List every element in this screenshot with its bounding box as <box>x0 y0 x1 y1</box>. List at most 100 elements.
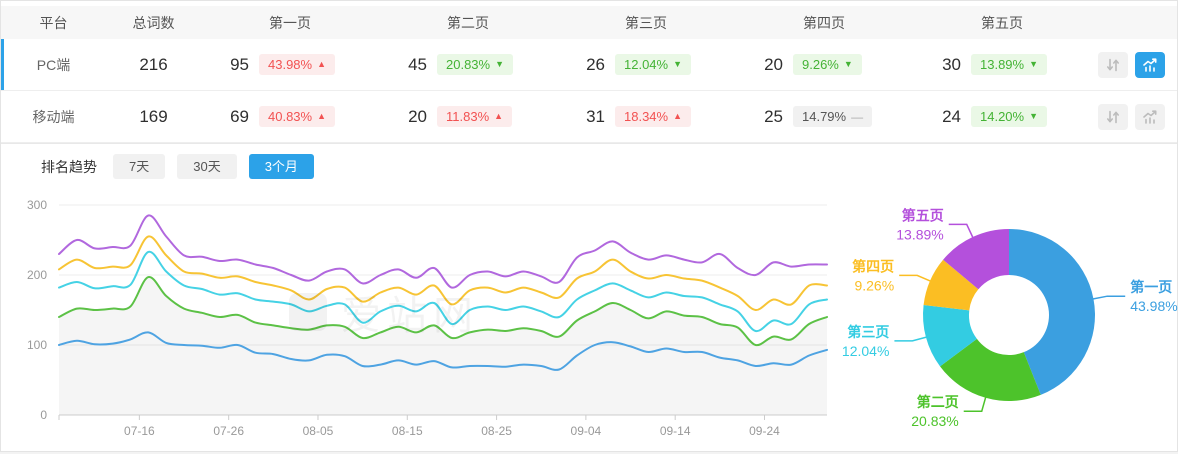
column-header-page2: 第二页 <box>447 14 489 31</box>
tab-3months[interactable]: 3个月 <box>248 154 314 179</box>
line-series-page5 <box>58 214 828 289</box>
x-axis-tick-label: 07-26 <box>213 424 244 438</box>
page3-change-badge: 12.04% ▼ <box>615 54 692 75</box>
donut-slice-page3 <box>923 305 977 367</box>
y-axis-tick-label: 0 <box>40 408 47 422</box>
donut-label-line <box>948 223 975 240</box>
donut-chart-svg: 第一页 43.98% 第二页 20.83% 第三页 12.04% 第四页 9.26% 第五页 13… <box>842 207 1178 429</box>
x-axis-tick-label: 09-24 <box>749 424 780 438</box>
page4-count: 25 <box>764 106 783 126</box>
page1-cell: 69 40.83% ▲ <box>201 106 379 127</box>
sort-button[interactable] <box>1098 103 1128 130</box>
donut-slice-page1 <box>1009 229 1095 395</box>
page-distribution-donut-chart: 第一页 43.98% 第二页 20.83% 第三页 12.04% 第四页 9.26% 第五页 13… <box>839 191 1178 454</box>
page2-cell: 20 11.83% ▲ <box>379 106 557 127</box>
tab-30days[interactable]: 30天 <box>177 154 237 179</box>
page4-count: 20 <box>764 54 783 74</box>
page5-count: 30 <box>942 54 961 74</box>
donut-label-percent: 13.89% <box>896 226 943 242</box>
donut-label-percent: 12.04% <box>842 343 889 359</box>
line-chart-icon <box>1143 57 1157 72</box>
page3-count: 31 <box>586 106 605 126</box>
row-actions <box>1091 51 1177 78</box>
line-series-page3 <box>58 250 828 333</box>
page1-change-badge: 40.83% ▲ <box>259 106 336 127</box>
platform-name: 移动端 <box>32 108 75 125</box>
page2-change-badge: 11.83% ▲ <box>437 106 513 127</box>
donut-label-line <box>963 395 987 412</box>
page2-count: 20 <box>408 106 427 126</box>
page5-change-badge: 14.20% ▼ <box>971 106 1048 127</box>
line-series-page4 <box>58 235 828 311</box>
total-words-value: 169 <box>139 106 168 126</box>
platform-name: PC端 <box>36 56 71 73</box>
page1-cell: 95 43.98% ▲ <box>201 54 379 75</box>
donut-label-name: 第一页 <box>1130 279 1172 295</box>
trend-chart-button[interactable] <box>1135 51 1165 78</box>
column-header-page3: 第三页 <box>625 14 667 31</box>
page2-count: 45 <box>408 54 427 74</box>
donut-label-line <box>1091 295 1126 300</box>
y-axis-tick-label: 200 <box>27 268 47 282</box>
donut-slice-page2 <box>940 338 1041 401</box>
area-fill <box>59 276 827 415</box>
donut-label-name: 第二页 <box>917 394 959 410</box>
donut-slice-page5 <box>943 229 1009 290</box>
trend-chart-button[interactable] <box>1135 103 1165 130</box>
page4-cell: 20 9.26% ▼ <box>735 54 913 75</box>
sort-arrows-icon <box>1106 110 1119 123</box>
line-series-page1 <box>58 331 828 371</box>
page3-change-badge: 18.34% ▲ <box>615 106 692 127</box>
donut-label-line <box>899 274 933 283</box>
line-series-page2 <box>58 276 828 347</box>
table-row-mobile[interactable]: 移动端 169 69 40.83% ▲ 20 11.83% ▲ 31 18.34% ▲… <box>1 91 1177 143</box>
table-row-pc[interactable]: PC端 216 95 43.98% ▲ 45 20.83% ▼ 26 12.04% ▼… <box>1 39 1177 91</box>
page2-cell: 45 20.83% ▼ <box>379 54 557 75</box>
donut-label-name: 第五页 <box>902 207 944 223</box>
page2-change-badge: 20.83% ▼ <box>437 54 514 75</box>
y-axis-tick-label: 100 <box>27 338 47 352</box>
column-header-total-words: 总词数 <box>132 14 175 31</box>
charts-area: 爱站网 0 100 200 300 07-16 07-26 08-05 08-15 08-25 0… <box>1 191 1178 454</box>
page3-count: 26 <box>586 54 605 74</box>
column-header-page4: 第四页 <box>803 14 845 31</box>
rank-trend-title: 排名趋势 <box>41 158 97 175</box>
page4-cell: 25 14.79% — <box>735 106 913 127</box>
page3-cell: 31 18.34% ▲ <box>557 106 735 127</box>
donut-label-percent: 43.98% <box>1130 298 1177 314</box>
page4-change-badge: 14.79% — <box>793 106 873 127</box>
donut-slice-page4 <box>923 259 979 311</box>
column-header-page1: 第一页 <box>269 14 311 31</box>
page5-count: 24 <box>942 106 961 126</box>
donut-label-percent: 20.83% <box>911 413 958 429</box>
tab-7days[interactable]: 7天 <box>113 154 166 179</box>
donut-label-line <box>894 336 929 342</box>
rank-trend-line-chart: 爱站网 0 100 200 300 07-16 07-26 08-05 08-15 08-25 0… <box>9 191 839 454</box>
column-header-platform: 平台 <box>39 14 68 31</box>
x-axis-tick-label: 08-15 <box>392 424 423 438</box>
page5-cell: 30 13.89% ▼ <box>913 54 1091 75</box>
page4-change-badge: 9.26% ▼ <box>793 54 862 75</box>
sort-button[interactable] <box>1098 51 1128 78</box>
page1-count: 69 <box>230 106 249 126</box>
column-header-page5: 第五页 <box>981 14 1023 31</box>
x-axis-tick-label: 08-25 <box>481 424 512 438</box>
total-words-value: 216 <box>139 54 168 74</box>
x-axis-tick-label: 08-05 <box>303 424 334 438</box>
page5-change-badge: 13.89% ▼ <box>971 54 1048 75</box>
page3-cell: 26 12.04% ▼ <box>557 54 735 75</box>
row-actions <box>1091 103 1177 130</box>
sort-arrows-icon <box>1106 58 1119 71</box>
page5-cell: 24 14.20% ▼ <box>913 106 1091 127</box>
x-axis-tick-label: 09-14 <box>660 424 691 438</box>
x-axis-tick-label: 09-04 <box>571 424 602 438</box>
table-header-row: 平台 总词数 第一页 第二页 第三页 第四页 第五页 <box>1 6 1177 39</box>
rank-trend-toolbar: 排名趋势 7天 30天 3个月 <box>1 143 1177 189</box>
line-chart-icon <box>1143 109 1157 124</box>
y-axis-tick-label: 300 <box>27 198 47 212</box>
donut-label-name: 第四页 <box>852 258 894 274</box>
rank-table: 平台 总词数 第一页 第二页 第三页 第四页 第五页 PC端 216 95 43… <box>1 1 1177 143</box>
line-chart-svg: 0 100 200 300 07-16 07-26 08-05 08-15 08-25 09-04… <box>27 198 828 438</box>
x-axis-tick-label: 07-16 <box>124 424 155 438</box>
